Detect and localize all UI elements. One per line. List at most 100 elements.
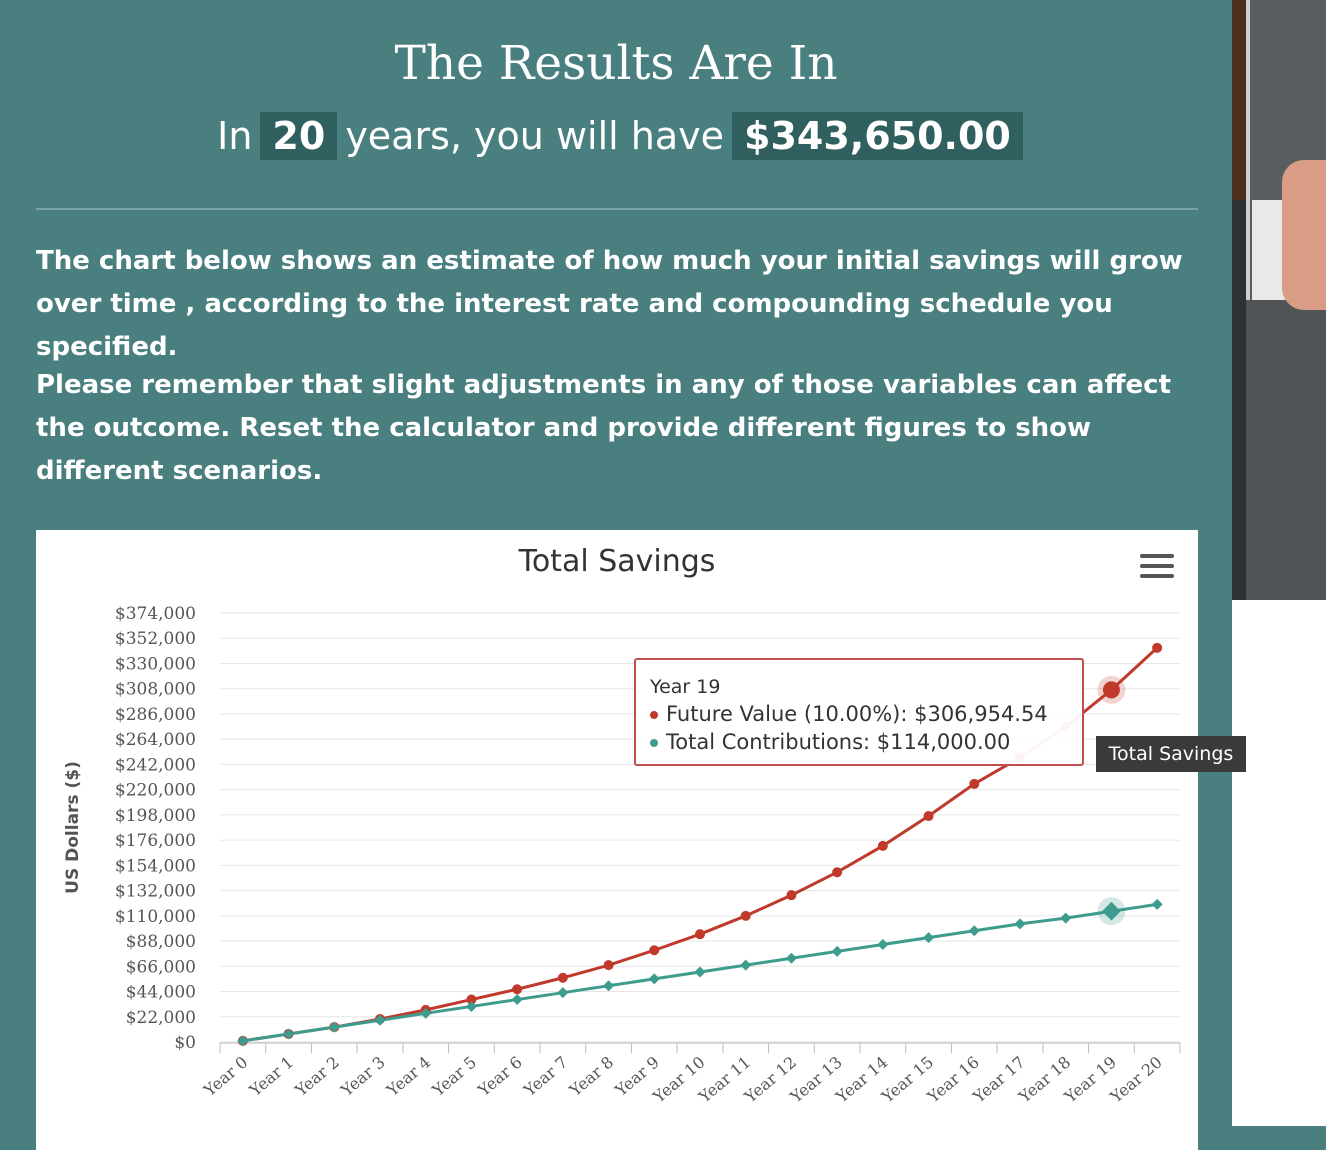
data-point (695, 929, 705, 940)
y-tick-label: $308,000 (115, 680, 196, 700)
x-tick-label: Year 3 (336, 1053, 388, 1101)
data-point (877, 840, 888, 851)
video-thumbnail (1232, 0, 1326, 1126)
y-tick-label: $330,000 (115, 654, 196, 674)
y-tick-label: $242,000 (115, 755, 196, 775)
data-point (831, 945, 843, 957)
x-tick-label: Year 6 (474, 1053, 526, 1101)
x-tick-label: Year 12 (740, 1053, 800, 1108)
x-tick-label: Year 10 (649, 1053, 709, 1108)
data-point (328, 1021, 340, 1033)
x-tick-label: Year 20 (1106, 1053, 1166, 1108)
data-point (1151, 898, 1163, 910)
data-point (1152, 642, 1163, 653)
chart-svg: $0 $22,000 $44,000 $66,000 $88,000 $110,000 $1… (63, 604, 1181, 1108)
y-tick-label: $264,000 (115, 730, 196, 750)
presenter-shirt (1246, 300, 1326, 600)
blank-area (1232, 600, 1326, 1126)
contributions-dot (650, 739, 658, 747)
y-tick-label: $154,000 (115, 856, 196, 876)
years-value: 20 (260, 112, 338, 160)
data-point (466, 994, 477, 1005)
future-value-dot (650, 711, 658, 719)
y-axis-title: US Dollars ($) (63, 761, 83, 894)
tooltip-future-value: Future Value (10.00%): $306,954.54 (650, 702, 1048, 726)
hamburger-icon[interactable] (1140, 554, 1174, 586)
x-tick-label: Year 1 (245, 1053, 297, 1101)
data-point (557, 972, 568, 983)
explanation-paragraph: The chart below shows an estimate of how… (36, 246, 1183, 362)
data-point (649, 945, 660, 956)
x-tick-label: Year 19 (1060, 1053, 1120, 1108)
data-point (374, 1014, 386, 1026)
y-tick-label: $0 (174, 1033, 196, 1053)
data-point (877, 939, 889, 950)
data-point (740, 959, 752, 971)
data-point (420, 1007, 432, 1019)
data-point (786, 890, 797, 901)
data-point (1014, 918, 1026, 930)
x-tick-label: Year 15 (877, 1053, 937, 1108)
y-tick-label: $132,000 (115, 882, 196, 902)
data-point (1102, 901, 1121, 921)
data-point (923, 932, 935, 944)
data-point (740, 910, 751, 921)
y-tick-label: $286,000 (115, 705, 196, 725)
x-tick-label: Year 7 (519, 1053, 571, 1101)
x-tick-label: Year 16 (923, 1053, 983, 1108)
tooltip-row-1: Future Value (10.00%): $306,954.54 (666, 702, 1048, 726)
results-panel: The Results Are In In 20 years, you will h… (0, 36, 1232, 1150)
data-point (237, 1035, 249, 1047)
x-tick-label: Year 13 (786, 1053, 846, 1108)
data-point (968, 925, 980, 937)
x-tick-label: Year 14 (832, 1053, 892, 1108)
tooltip-row-2: Total Contributions: $114,000.00 (666, 730, 1011, 754)
x-tick-label: Year 4 (382, 1053, 434, 1101)
data-point (923, 811, 934, 822)
summary-prefix: In (217, 114, 253, 158)
series-hover-label: Total Savings (1096, 736, 1246, 772)
results-summary: In 20 years, you will have $343,650.00 (0, 112, 1232, 160)
data-point (969, 778, 980, 789)
data-point (648, 973, 660, 985)
data-point (511, 994, 523, 1006)
y-tick-label: $44,000 (126, 983, 196, 1003)
x-tick-label: Year 17 (969, 1053, 1029, 1108)
results-title: The Results Are In (394, 36, 838, 91)
x-tick-label: Year 11 (694, 1053, 754, 1108)
y-tick-label: $198,000 (115, 806, 196, 826)
data-point (603, 980, 615, 992)
data-point (512, 984, 523, 995)
y-tick-label: $220,000 (115, 781, 196, 801)
data-point (603, 960, 614, 971)
data-point (465, 1000, 477, 1012)
divider (36, 208, 1198, 210)
chart-title: Total Savings (518, 544, 716, 579)
x-tick-label: Year 18 (1014, 1053, 1074, 1108)
y-tick-label: $110,000 (115, 907, 196, 927)
disclaimer-paragraph: Please remember that slight adjustments … (36, 370, 1172, 486)
y-tick-label: $66,000 (126, 957, 196, 977)
data-point (1060, 912, 1072, 924)
x-tick-label: Year 8 (565, 1053, 617, 1101)
data-point (557, 987, 569, 999)
y-tick-label: $374,000 (115, 604, 196, 624)
chart-tooltip: Year 19 Future Value (10.00%): $306,954.… (634, 658, 1084, 766)
y-tick-label: $22,000 (126, 1008, 196, 1028)
x-tick-label: Year 2 (291, 1053, 343, 1101)
x-tick-label: Year 0 (199, 1053, 251, 1101)
y-tick-label: $176,000 (115, 831, 196, 851)
data-point (283, 1028, 295, 1040)
tooltip-contributions: Total Contributions: $114,000.00 (650, 730, 1010, 754)
amount-value: $343,650.00 (732, 112, 1023, 160)
presenter-hand (1282, 160, 1326, 310)
tooltip-title: Year 19 (650, 676, 721, 698)
data-point (694, 966, 706, 978)
x-tick-label: Year 5 (428, 1053, 480, 1101)
chart-container: $0 $22,000 $44,000 $66,000 $88,000 $110,000 $1… (36, 530, 1198, 1150)
y-tick-label: $88,000 (126, 932, 196, 952)
data-point (785, 952, 797, 964)
summary-middle: years, you will have (345, 114, 725, 158)
data-point (832, 867, 843, 878)
y-tick-label: $352,000 (115, 629, 196, 649)
